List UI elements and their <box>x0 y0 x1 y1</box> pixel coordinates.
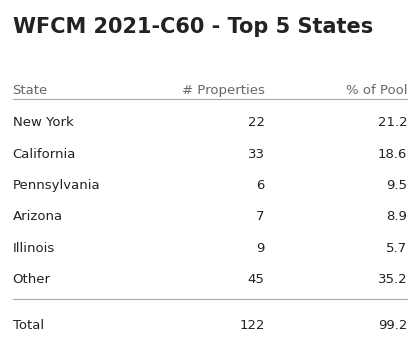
Text: # Properties: # Properties <box>182 84 265 97</box>
Text: 122: 122 <box>239 319 265 333</box>
Text: 18.6: 18.6 <box>378 148 407 161</box>
Text: New York: New York <box>13 116 74 129</box>
Text: 21.2: 21.2 <box>378 116 407 129</box>
Text: 5.7: 5.7 <box>386 242 407 255</box>
Text: % of Pool: % of Pool <box>346 84 407 97</box>
Text: Pennsylvania: Pennsylvania <box>13 179 100 192</box>
Text: 9.5: 9.5 <box>386 179 407 192</box>
Text: WFCM 2021-C60 - Top 5 States: WFCM 2021-C60 - Top 5 States <box>13 17 373 37</box>
Text: Other: Other <box>13 273 50 286</box>
Text: Illinois: Illinois <box>13 242 55 255</box>
Text: 33: 33 <box>248 148 265 161</box>
Text: 99.2: 99.2 <box>378 319 407 333</box>
Text: 9: 9 <box>256 242 265 255</box>
Text: State: State <box>13 84 48 97</box>
Text: Arizona: Arizona <box>13 210 63 223</box>
Text: California: California <box>13 148 76 161</box>
Text: 45: 45 <box>248 273 265 286</box>
Text: 7: 7 <box>256 210 265 223</box>
Text: 8.9: 8.9 <box>386 210 407 223</box>
Text: 35.2: 35.2 <box>378 273 407 286</box>
Text: 22: 22 <box>248 116 265 129</box>
Text: 6: 6 <box>256 179 265 192</box>
Text: Total: Total <box>13 319 44 333</box>
